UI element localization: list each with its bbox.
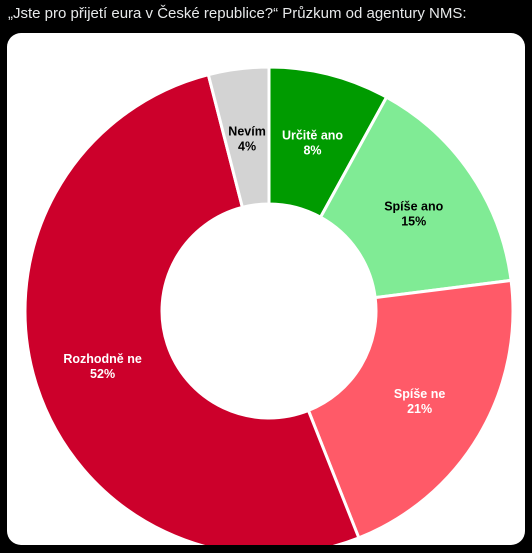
slice-value-label: 52% xyxy=(90,367,115,381)
chart-card[interactable]: Určitě ano 8% Spíše ano 15% Spíše ne 21% Rozho… xyxy=(7,33,525,545)
slice-rozhodně-ne[interactable] xyxy=(23,73,361,545)
slice-label: Rozhodně ne 52% xyxy=(63,352,142,381)
slice-category-label: Spíše ano xyxy=(384,200,443,214)
slice-label: Spíše ne 21% xyxy=(394,387,445,416)
slice-label: Spíše ano 15% xyxy=(384,200,443,229)
slice-spíše-ano[interactable] xyxy=(319,95,513,300)
post-text: „Jste pro přijetí eura v České republice… xyxy=(8,5,467,22)
slice-category-label: Spíše ne xyxy=(394,387,445,401)
slice-spíše-ne[interactable] xyxy=(306,278,515,540)
slice-value-label: 21% xyxy=(407,402,432,416)
slice-label: Nevím 4% xyxy=(228,124,266,153)
slice-category-label: Rozhodně ne xyxy=(63,352,142,366)
slice-category-label: Určitě ano xyxy=(282,128,343,142)
slice-nevím[interactable] xyxy=(206,65,271,209)
slice-category-label: Nevím xyxy=(228,124,266,138)
slice-value-label: 4% xyxy=(238,139,256,153)
slice-value-label: 15% xyxy=(401,215,426,229)
slice-value-label: 8% xyxy=(303,143,321,157)
donut-chart: Určitě ano 8% Spíše ano 15% Spíše ne 21% Rozho… xyxy=(23,65,515,545)
slice-label: Určitě ano 8% xyxy=(282,128,343,157)
